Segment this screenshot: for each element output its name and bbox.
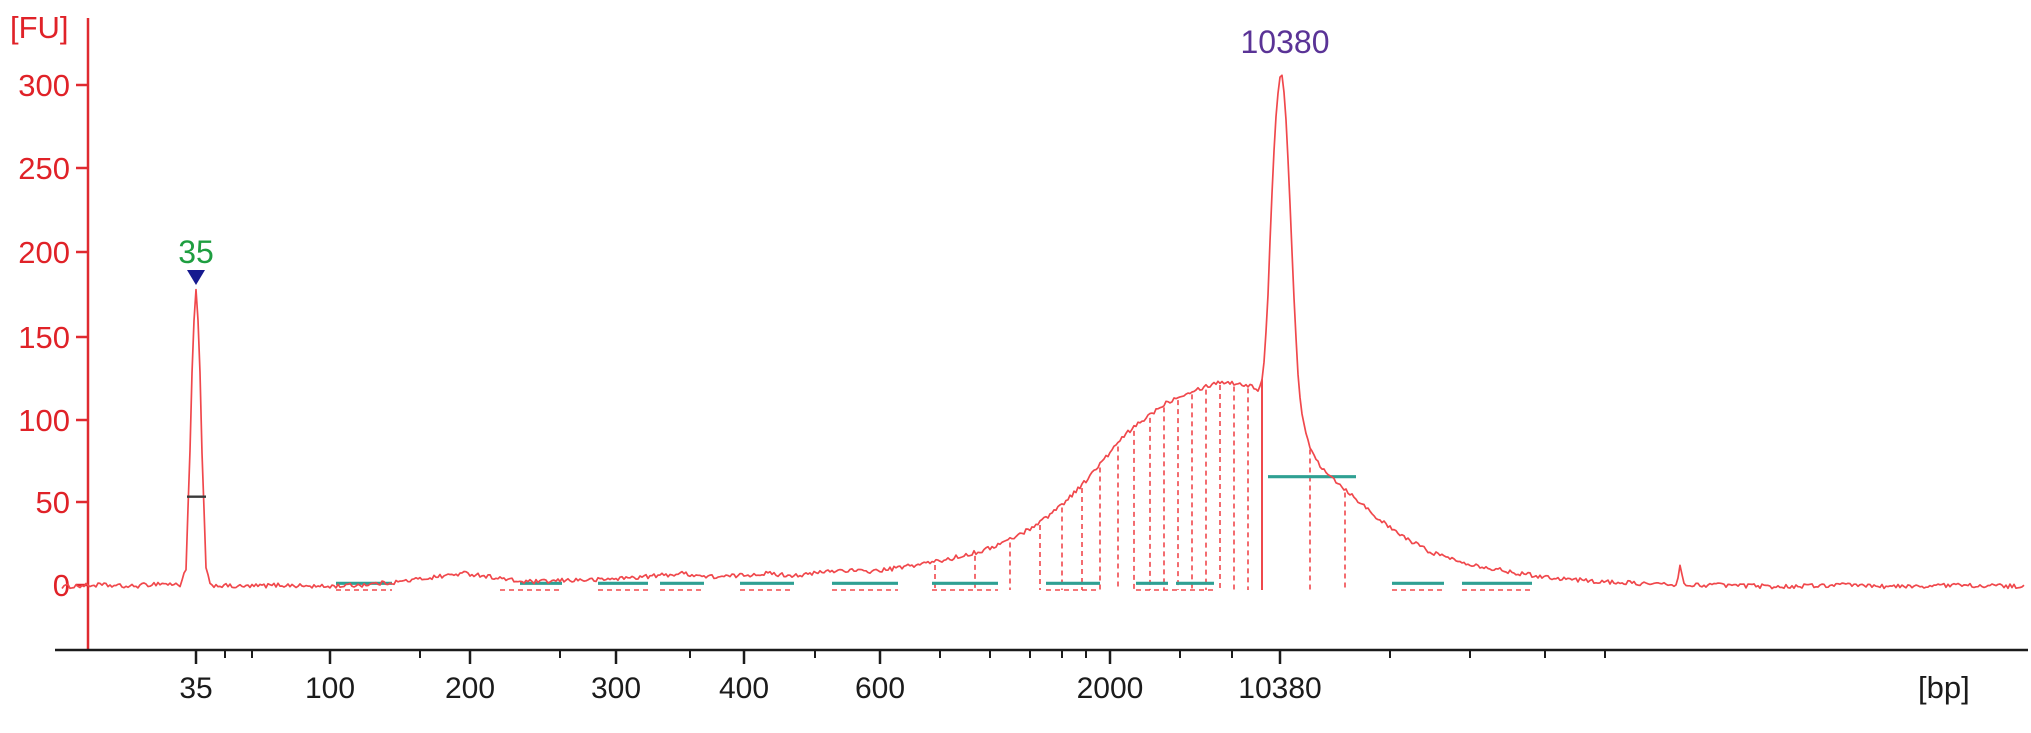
x-axis-tick-label: 600 — [855, 672, 905, 705]
y-axis-tick-label: 100 — [18, 403, 70, 438]
y-axis-tick-label: 150 — [18, 320, 70, 355]
x-axis-tick-label: 35 — [179, 672, 212, 705]
y-axis-tick-label: 50 — [36, 485, 70, 520]
x-axis-unit-label: [bp] — [1918, 670, 1970, 705]
x-axis-tick-label: 2000 — [1077, 672, 1144, 705]
y-axis-tick-label: 300 — [18, 68, 70, 103]
x-axis-tick-label: 10380 — [1238, 672, 1321, 705]
x-axis-tick-label: 100 — [305, 672, 355, 705]
x-axis-tick-label: 400 — [719, 672, 769, 705]
y-axis-tick-label: 0 — [53, 568, 70, 603]
sample-peak-label: 10380 — [1240, 24, 1330, 60]
y-axis-tick-label: 250 — [18, 151, 70, 186]
y-axis-tick-label: 200 — [18, 235, 70, 270]
x-axis-tick-label: 300 — [591, 672, 641, 705]
y-axis-unit-label: [FU] — [10, 10, 69, 45]
lower-marker-peak-label: 35 — [178, 234, 214, 270]
fluorescence-trace — [61, 74, 2025, 590]
lower-marker-triangle-icon — [187, 269, 205, 285]
x-axis-tick-label: 200 — [445, 672, 495, 705]
